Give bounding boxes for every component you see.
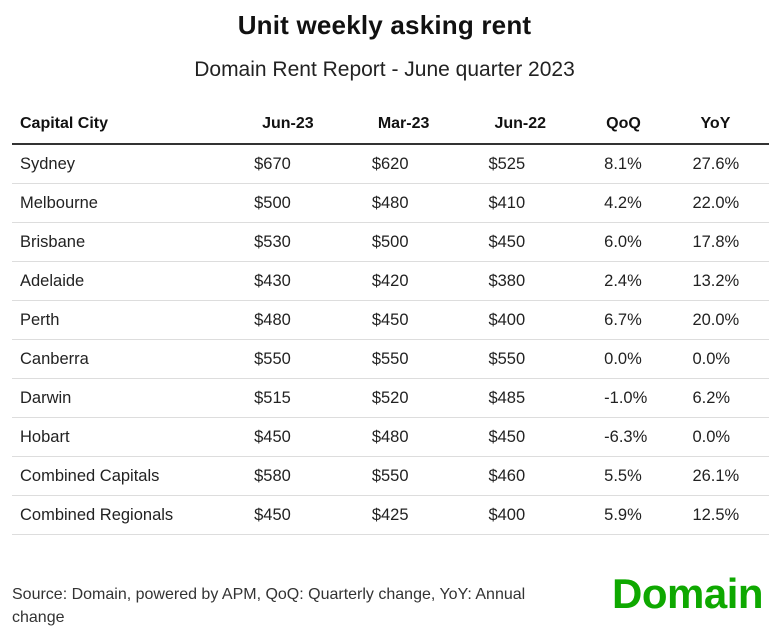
cell-jun-22: $400 — [488, 495, 605, 535]
cell-yoy: 20.0% — [692, 300, 769, 340]
cell-qoq: 5.5% — [604, 456, 693, 496]
cell-jun-22: $550 — [488, 339, 605, 379]
column-header-capital-city: Capital City — [12, 105, 255, 145]
cell-jun-22: $400 — [488, 300, 605, 340]
table-row: Darwin $515 $520 $485 -1.0% 6.2% — [12, 378, 769, 418]
cell-mar-23: $520 — [371, 378, 489, 418]
column-header-yoy: YoY — [692, 105, 769, 145]
cell-city: Sydney — [12, 144, 255, 184]
cell-yoy: 0.0% — [692, 339, 769, 379]
cell-yoy: 6.2% — [692, 378, 769, 418]
table-header-row: Capital City Jun-23 Mar-23 Jun-22 QoQ Yo… — [12, 105, 769, 145]
cell-city: Melbourne — [12, 183, 255, 223]
column-header-mar-23: Mar-23 — [371, 105, 489, 145]
table-body: Sydney $670 $620 $525 8.1% 27.6% Melbourne $500… — [12, 144, 769, 535]
cell-city: Combined Regionals — [12, 495, 255, 535]
table-row: Adelaide $430 $420 $380 2.4% 13.2% — [12, 261, 769, 301]
cell-city: Adelaide — [12, 261, 255, 301]
cell-yoy: 22.0% — [692, 183, 769, 223]
table-row: Sydney $670 $620 $525 8.1% 27.6% — [12, 144, 769, 184]
cell-mar-23: $480 — [371, 183, 489, 223]
cell-yoy: 26.1% — [692, 456, 769, 496]
cell-yoy: 12.5% — [692, 495, 769, 535]
cell-yoy: 0.0% — [692, 417, 769, 457]
column-header-jun-22: Jun-22 — [488, 105, 605, 145]
cell-city: Combined Capitals — [12, 456, 255, 496]
cell-jun-23: $670 — [254, 144, 372, 184]
cell-city: Perth — [12, 300, 255, 340]
cell-mar-23: $450 — [371, 300, 489, 340]
cell-city: Darwin — [12, 378, 255, 418]
cell-jun-22: $450 — [488, 222, 605, 262]
cell-jun-22: $485 — [488, 378, 605, 418]
domain-logo: Domain — [612, 570, 764, 617]
cell-jun-22: $410 — [488, 183, 605, 223]
cell-city: Brisbane — [12, 222, 255, 262]
cell-qoq: 4.2% — [604, 183, 693, 223]
column-header-jun-23: Jun-23 — [254, 105, 372, 145]
cell-jun-22: $450 — [488, 417, 605, 457]
cell-mar-23: $550 — [371, 456, 489, 496]
cell-jun-23: $450 — [254, 417, 372, 457]
cell-qoq: -6.3% — [604, 417, 693, 457]
cell-mar-23: $500 — [371, 222, 489, 262]
source-note: Source: Domain, powered by APM, QoQ: Qua… — [12, 586, 526, 626]
table-row: Brisbane $530 $500 $450 6.0% 17.8% — [12, 222, 769, 262]
cell-qoq: 5.9% — [604, 495, 693, 535]
cell-jun-23: $550 — [254, 339, 372, 379]
table-row: Canberra $550 $550 $550 0.0% 0.0% — [12, 339, 769, 379]
cell-jun-23: $580 — [254, 456, 372, 496]
cell-yoy: 17.8% — [692, 222, 769, 262]
cell-jun-23: $480 — [254, 300, 372, 340]
cell-mar-23: $620 — [371, 144, 489, 184]
cell-yoy: 27.6% — [692, 144, 769, 184]
table-row: Melbourne $500 $480 $410 4.2% 22.0% — [12, 183, 769, 223]
cell-jun-23: $430 — [254, 261, 372, 301]
cell-jun-23: $450 — [254, 495, 372, 535]
cell-mar-23: $420 — [371, 261, 489, 301]
table-row: Combined Capitals $580 $550 $460 5.5% 26.1% — [12, 456, 769, 496]
chart-subtitle: Domain Rent Report - June quarter 2023 — [194, 58, 575, 81]
cell-jun-22: $460 — [488, 456, 605, 496]
rent-table: Capital City Jun-23 Mar-23 Jun-22 QoQ Yo… — [12, 105, 769, 535]
cell-yoy: 13.2% — [692, 261, 769, 301]
cell-qoq: 8.1% — [604, 144, 693, 184]
cell-mar-23: $425 — [371, 495, 489, 535]
cell-city: Canberra — [12, 339, 255, 379]
cell-jun-22: $525 — [488, 144, 605, 184]
cell-mar-23: $480 — [371, 417, 489, 457]
cell-qoq: 6.7% — [604, 300, 693, 340]
chart-title: Unit weekly asking rent — [237, 10, 532, 40]
cell-qoq: 2.4% — [604, 261, 693, 301]
cell-qoq: -1.0% — [604, 378, 693, 418]
cell-city: Hobart — [12, 417, 255, 457]
cell-jun-23: $500 — [254, 183, 372, 223]
column-header-qoq: QoQ — [604, 105, 693, 145]
cell-jun-23: $530 — [254, 222, 372, 262]
table-row: Hobart $450 $480 $450 -6.3% 0.0% — [12, 417, 769, 457]
cell-qoq: 0.0% — [604, 339, 693, 379]
cell-jun-22: $380 — [488, 261, 605, 301]
table-row: Perth $480 $450 $400 6.7% 20.0% — [12, 300, 769, 340]
cell-qoq: 6.0% — [604, 222, 693, 262]
cell-mar-23: $550 — [371, 339, 489, 379]
table-row: Combined Regionals $450 $425 $400 5.9% 12.5% — [12, 495, 769, 535]
cell-jun-23: $515 — [254, 378, 372, 418]
